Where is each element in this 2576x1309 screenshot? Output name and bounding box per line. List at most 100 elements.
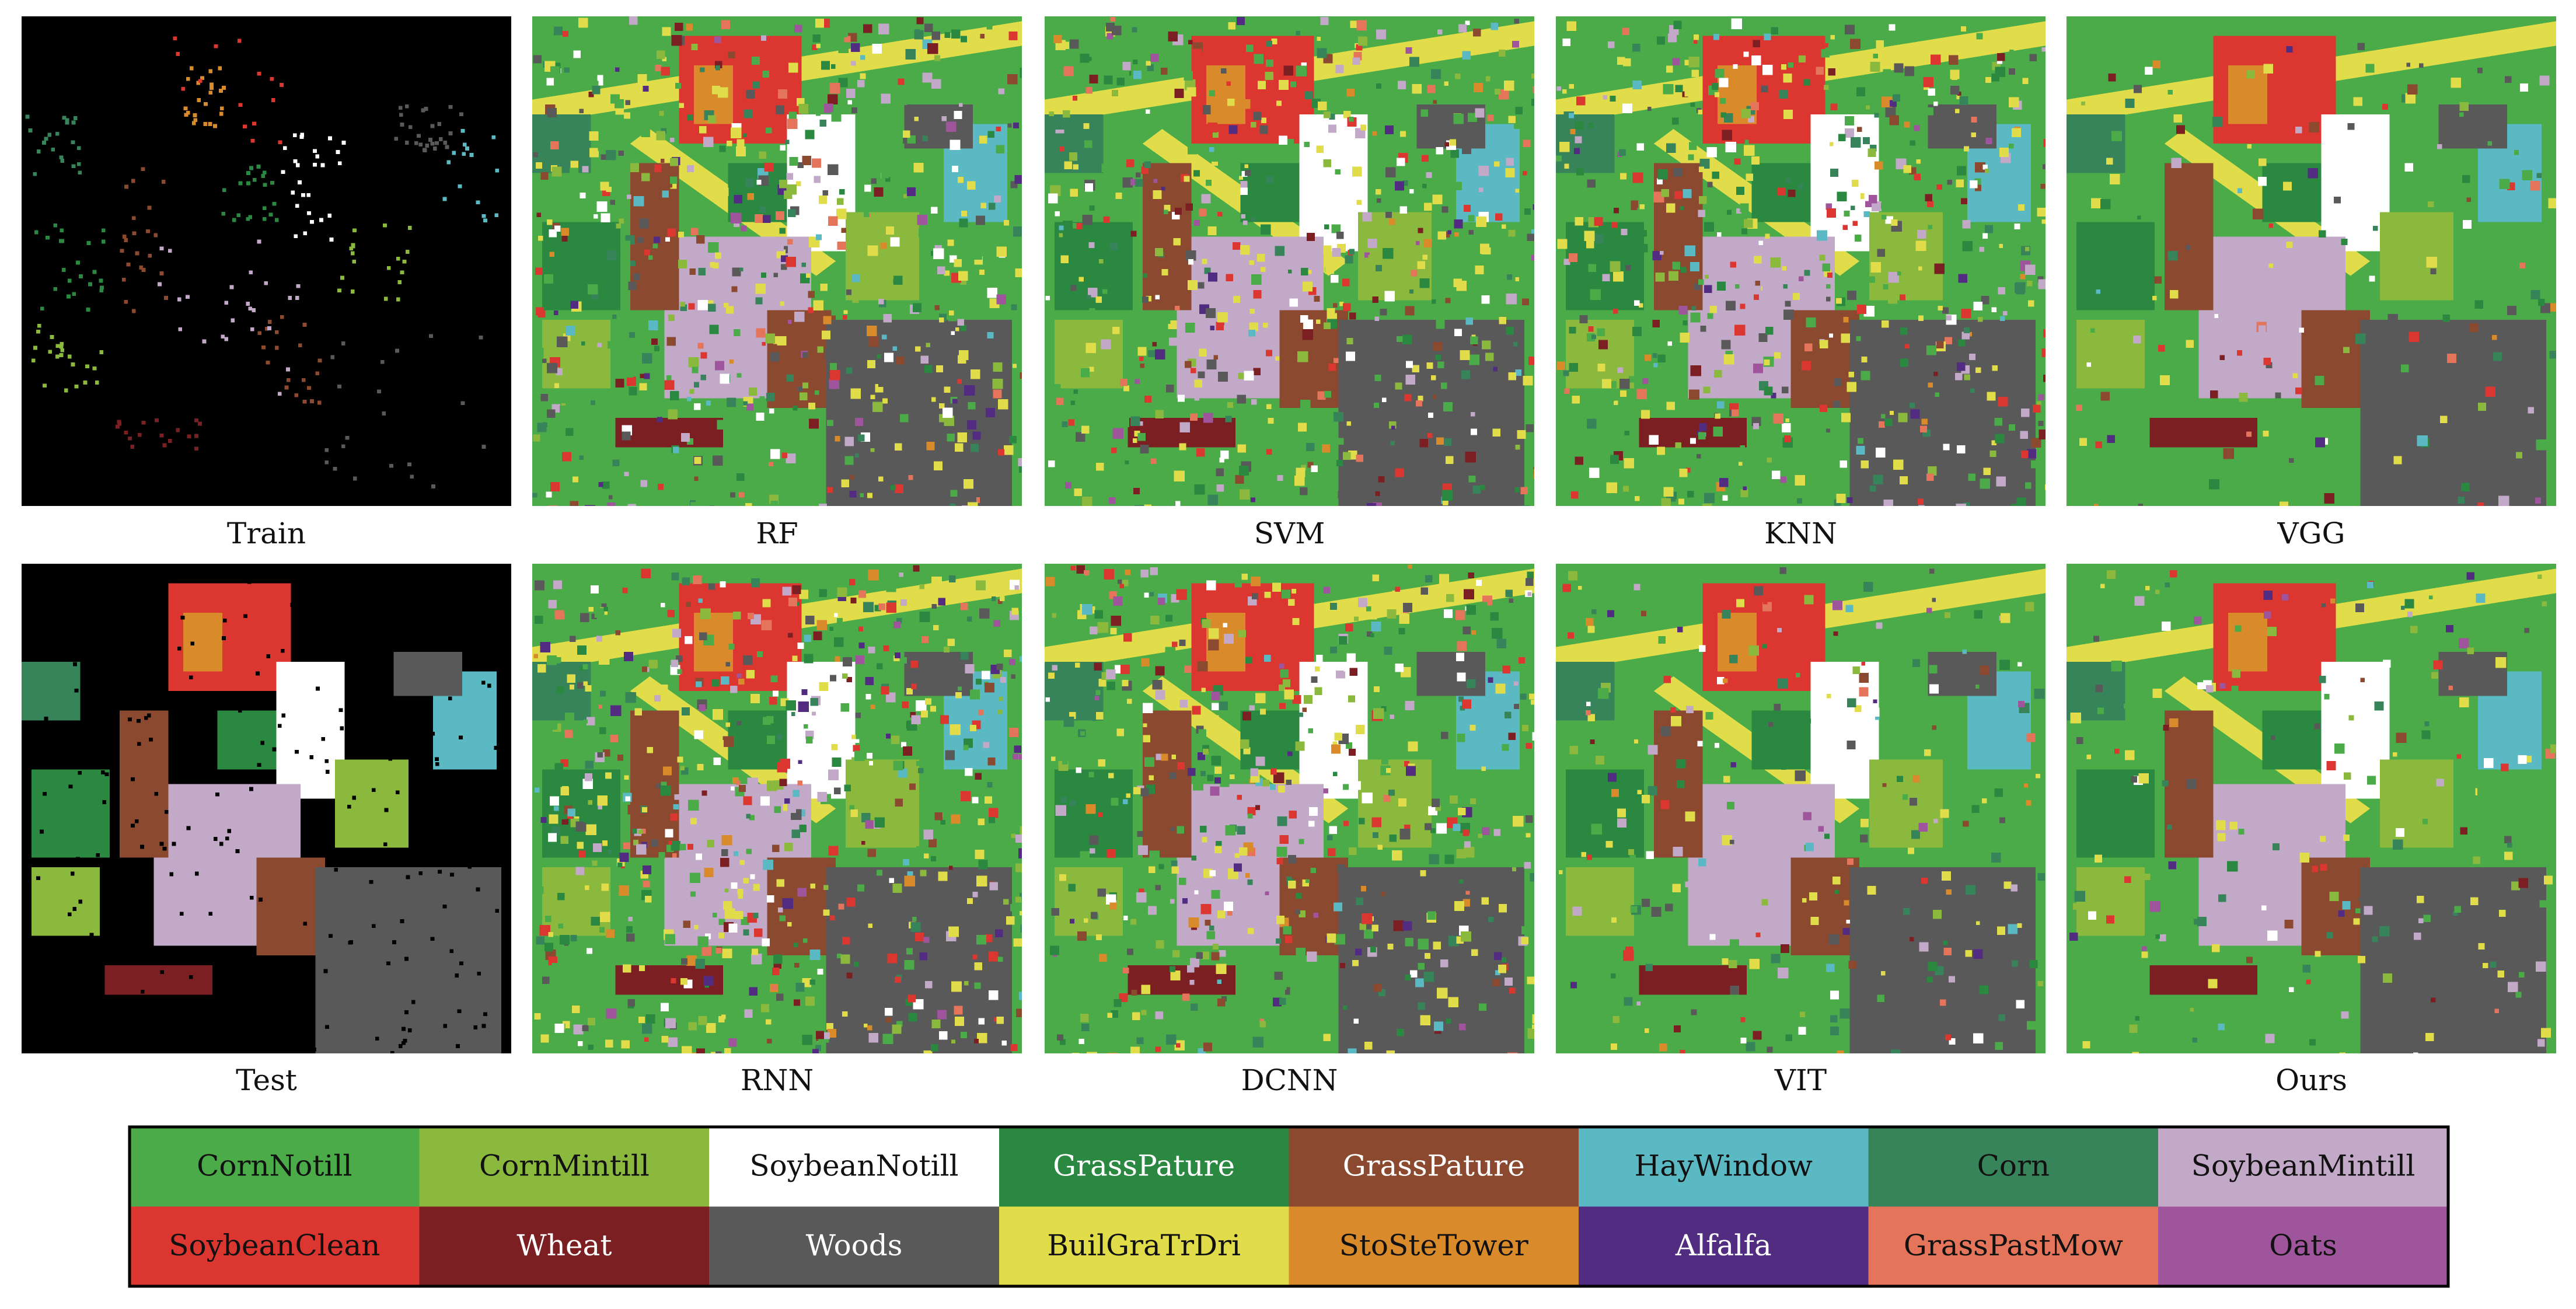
map-pixel [1224,901,1234,911]
map-pixel [1817,230,1827,241]
map-pixel [533,152,539,158]
map-pixel [2477,786,2488,797]
legend-label: Wheat [516,1228,612,1262]
map-pixel [1515,107,1523,114]
map-pixel [1386,1050,1395,1053]
map-pixel [1975,367,1981,373]
map-pixel [1069,800,1076,807]
map-pixel [1220,451,1229,459]
map-pixel [1336,438,1344,445]
map-pixel [1003,445,1014,455]
map-pixel [1169,337,1178,346]
map-pixel [1666,143,1676,153]
map-pixel [324,460,329,465]
map-pixel [432,146,437,151]
map-pixel [573,50,581,58]
map-pixel [1135,379,1140,385]
map-pixel [404,104,409,109]
map-pixel [1050,185,1061,196]
map-pixel [550,66,560,76]
map-pixel [1399,613,1410,624]
map-pixel [1461,699,1471,709]
map-pixel [1830,34,1835,40]
map-pixel [1153,190,1162,199]
map-pixel [581,341,585,345]
map-pixel [91,1006,95,1011]
map-pixel [1417,261,1425,269]
map-pixel [885,1017,891,1023]
map-pixel [2037,980,2043,987]
map-pixel [1826,208,1836,218]
map-pixel [1631,200,1638,208]
map-pixel [1532,732,1534,741]
map-pixel [1192,104,1203,115]
map-pixel [1465,891,1470,895]
map-pixel [55,132,60,136]
map-pixel [1884,418,1893,427]
map-pixel [2009,144,2014,149]
map-pixel [1635,496,1640,501]
map-pixel [681,958,687,965]
map-pixel [1330,274,1339,283]
map-pixel [1221,486,1229,494]
map-pixel [1304,141,1310,148]
map-pixel [1934,263,1945,274]
map-pixel [594,608,605,618]
map-pixel [1342,303,1351,312]
map-pixel [959,218,968,228]
map-pixel [868,336,879,347]
map-pixel [78,858,83,863]
map-pixel [280,83,284,87]
map-pixel [1137,831,1143,837]
map-pixel [903,130,910,138]
map-pixel [1418,1002,1425,1010]
map-pixel [775,211,785,221]
map-pixel [2406,62,2410,67]
map-pixel [1568,571,1577,581]
map-pixel [1085,804,1096,814]
map-pixel [1927,466,1937,476]
map-pixel [1198,729,1206,738]
map-field [217,710,277,770]
map-pixel [1918,315,1924,321]
map-pixel [1495,213,1503,221]
map-pixel [1674,1025,1681,1032]
map-pixel [1217,999,1226,1007]
map-pixel [149,883,154,888]
map-pixel [141,421,146,425]
map-pixel [2012,128,2022,138]
map-pixel [958,686,962,691]
map-pixel [1300,268,1308,275]
map-pixel [1070,189,1078,197]
map-pixel [619,218,624,224]
map-pixel [2463,908,2474,919]
map-pixel [585,685,592,692]
map-pixel [1245,170,1251,176]
map-pixel [713,263,719,269]
map-pixel [588,92,594,97]
map-pixel [1314,687,1322,695]
map-pixel [892,883,902,893]
map-pixel [824,103,833,113]
map-pixel [1656,178,1663,184]
map-pixel [237,39,242,43]
map-pixel [782,587,791,596]
map-pixel [2424,721,2430,727]
map-pixel [337,288,341,293]
map-pixel [1771,470,1781,479]
map-pixel [1202,837,1207,843]
map-pixel [1251,122,1256,128]
map-pixel [878,476,884,482]
map-pixel [955,692,962,699]
map-pixel [751,948,758,955]
map-pixel [1015,863,1022,872]
map-pixel [1163,317,1171,324]
map-pixel [1820,404,1827,412]
map-pixel [271,98,275,102]
map-pixel [1151,458,1157,464]
map-pixel [1478,833,1483,838]
map-pixel [1498,89,1509,100]
map-pixel [1575,121,1584,130]
map-pixel [487,683,491,688]
map-pixel [2511,881,2520,891]
